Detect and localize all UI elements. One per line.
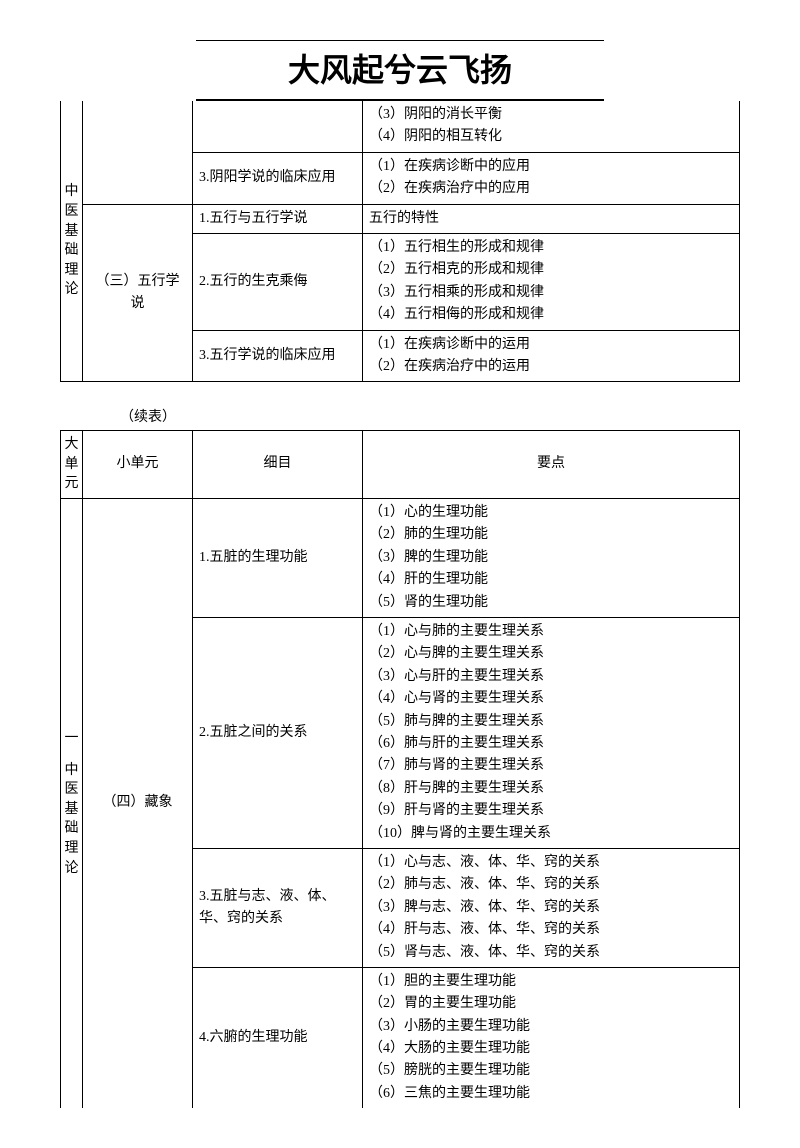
point-text: （5）肾的生理功能 — [369, 592, 733, 614]
point-text: （3）脾的生理功能 — [369, 547, 733, 569]
table-row: 一 中医基础理论 （四）藏象 1.五脏的生理功能 （1）心的生理功能 （2）肺的… — [61, 499, 740, 618]
points-cell: （1）心与志、液、体、华、窍的关系 （2）肺与志、液、体、华、窍的关系 （3）脾… — [363, 848, 740, 967]
points-cell: （1）心与肺的主要生理关系 （2）心与脾的主要生理关系 （3）心与肝的主要生理关… — [363, 618, 740, 849]
point-text: （6）三焦的主要生理功能 — [369, 1083, 733, 1105]
big-unit-num: 一 — [63, 729, 80, 749]
detail-cell: 3.五脏与志、液、体、华、窍的关系 — [193, 848, 363, 967]
points-cell: 五行的特性 — [363, 204, 740, 233]
point-text: （2）肺的生理功能 — [369, 524, 733, 546]
big-unit-cell: 中医基础理论 — [61, 101, 83, 382]
point-text: （1）在疾病诊断中的应用 — [369, 156, 733, 178]
continued-label: （续表） — [60, 406, 740, 426]
table-header-row: 大单元 小单元 细目 要点 — [61, 431, 740, 499]
detail-cell: 1.五行与五行学说 — [193, 204, 363, 233]
point-text: （3）脾与志、液、体、华、窍的关系 — [369, 897, 733, 919]
table-1: 中医基础理论 （3）阴阳的消长平衡 （4）阴阳的相互转化 3.阴阳学说的临床应用… — [60, 101, 740, 382]
point-text: （1）胆的主要生理功能 — [369, 971, 733, 993]
point-text: （1）心的生理功能 — [369, 502, 733, 524]
points-cell: （1）胆的主要生理功能 （2）胃的主要生理功能 （3）小肠的主要生理功能 （4）… — [363, 967, 740, 1108]
point-text: （3）小肠的主要生理功能 — [369, 1016, 733, 1038]
detail-cell: 2.五行的生克乘侮 — [193, 233, 363, 330]
point-text: （10）脾与肾的主要生理关系 — [369, 823, 733, 845]
point-text: （3）五行相乘的形成和规律 — [369, 282, 733, 304]
point-text: （2）在疾病治疗中的应用 — [369, 178, 733, 200]
point-text: （5）肾与志、液、体、华、窍的关系 — [369, 942, 733, 964]
point-text: （6）肺与肝的主要生理关系 — [369, 733, 733, 755]
table-2: 大单元 小单元 细目 要点 一 中医基础理论 （四）藏象 1.五脏的生理功能 （… — [60, 430, 740, 1108]
point-text: （4）心与肾的主要生理关系 — [369, 688, 733, 710]
page-title: 大风起兮云飞扬 — [196, 40, 604, 101]
point-text: （4）肝与志、液、体、华、窍的关系 — [369, 919, 733, 941]
point-text: （7）肺与肾的主要生理关系 — [369, 755, 733, 777]
points-cell: （1）五行相生的形成和规律 （2）五行相克的形成和规律 （3）五行相乘的形成和规… — [363, 233, 740, 330]
table-row: 中医基础理论 （3）阴阳的消长平衡 （4）阴阳的相互转化 — [61, 101, 740, 152]
header-big-unit: 大单元 — [61, 431, 83, 499]
point-text: （1）五行相生的形成和规律 — [369, 237, 733, 259]
point-text: （4）大肠的主要生理功能 — [369, 1038, 733, 1060]
point-text: （8）肝与脾的主要生理关系 — [369, 778, 733, 800]
detail-cell: 1.五脏的生理功能 — [193, 499, 363, 618]
table-row: （三）五行学说 1.五行与五行学说 五行的特性 — [61, 204, 740, 233]
small-unit-cell — [83, 101, 193, 204]
header-detail: 细目 — [193, 431, 363, 499]
big-unit-text: 中医基础理论 — [63, 761, 80, 879]
point-text: （2）胃的主要生理功能 — [369, 993, 733, 1015]
detail-cell: 3.五行学说的临床应用 — [193, 330, 363, 382]
big-unit-cell: 一 中医基础理论 — [61, 499, 83, 1109]
detail-cell — [193, 101, 363, 152]
point-text: （2）五行相克的形成和规律 — [369, 259, 733, 281]
point-text: （4）肝的生理功能 — [369, 569, 733, 591]
point-text: 五行的特性 — [369, 208, 733, 230]
point-text: （4）阴阳的相互转化 — [369, 126, 733, 148]
point-text: （4）五行相侮的形成和规律 — [369, 304, 733, 326]
points-cell: （1）在疾病诊断中的运用 （2）在疾病治疗中的运用 — [363, 330, 740, 382]
point-text: （3）心与肝的主要生理关系 — [369, 666, 733, 688]
point-text: （1）心与肺的主要生理关系 — [369, 621, 733, 643]
points-cell: （3）阴阳的消长平衡 （4）阴阳的相互转化 — [363, 101, 740, 152]
detail-cell: 3.阴阳学说的临床应用 — [193, 152, 363, 204]
point-text: （2）在疾病治疗中的运用 — [369, 356, 733, 378]
points-cell: （1）心的生理功能 （2）肺的生理功能 （3）脾的生理功能 （4）肝的生理功能 … — [363, 499, 740, 618]
points-cell: （1）在疾病诊断中的应用 （2）在疾病治疗中的应用 — [363, 152, 740, 204]
detail-cell: 4.六腑的生理功能 — [193, 967, 363, 1108]
point-text: （5）肺与脾的主要生理关系 — [369, 711, 733, 733]
point-text: （3）阴阳的消长平衡 — [369, 104, 733, 126]
small-unit-cell: （四）藏象 — [83, 499, 193, 1109]
point-text: （1）心与志、液、体、华、窍的关系 — [369, 852, 733, 874]
point-text: （2）心与脾的主要生理关系 — [369, 643, 733, 665]
point-text: （9）肝与肾的主要生理关系 — [369, 800, 733, 822]
point-text: （1）在疾病诊断中的运用 — [369, 334, 733, 356]
small-unit-cell: （三）五行学说 — [83, 204, 193, 382]
detail-cell: 2.五脏之间的关系 — [193, 618, 363, 849]
point-text: （5）膀胱的主要生理功能 — [369, 1060, 733, 1082]
point-text: （2）肺与志、液、体、华、窍的关系 — [369, 874, 733, 896]
header-points: 要点 — [363, 431, 740, 499]
header-small-unit: 小单元 — [83, 431, 193, 499]
